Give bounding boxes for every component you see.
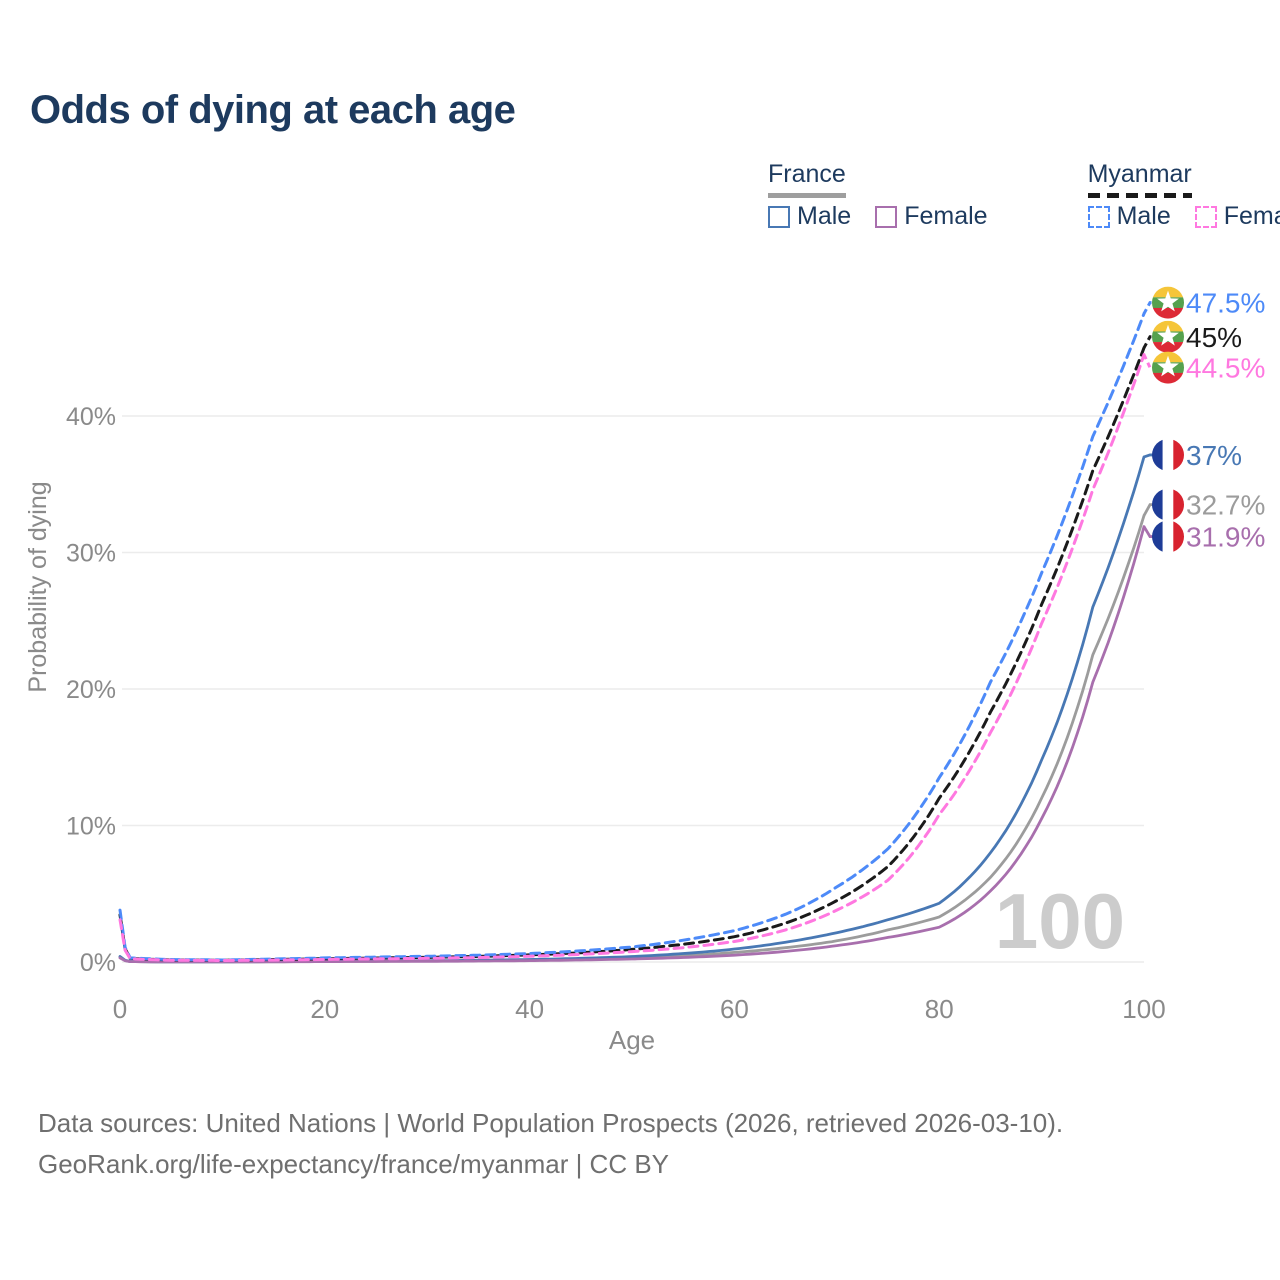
legend-item-france-female[interactable]: Female: [875, 202, 988, 231]
legend-group-title-france: France: [768, 160, 846, 198]
legend-group-myanmar: Myanmar Male Female: [1087, 160, 1280, 231]
y-tick-label-10%: 10%: [66, 813, 116, 841]
y-tick-label-40%: 40%: [66, 403, 116, 431]
end-value-label-myanmar-male: 47.5%: [1186, 288, 1265, 319]
myanmar-male-swatch-icon: [1087, 205, 1110, 228]
end-value-label-myanmar-both-sexes: 45%: [1186, 322, 1242, 353]
label-connector: [1142, 301, 1157, 315]
end-value-label-myanmar-female: 44.5%: [1186, 353, 1265, 384]
y-tick-label-0%: 0%: [80, 949, 116, 977]
legend-item-myanmar-male[interactable]: Male: [1087, 202, 1171, 231]
x-tick-label-40: 40: [515, 994, 544, 1024]
series-line-myanmar-male: [118, 312, 1146, 962]
france-flag-icon: [1152, 520, 1184, 553]
y-axis-label: Probability of dying: [24, 481, 52, 692]
x-tick-label-80: 80: [925, 994, 954, 1024]
attribution-text: GeoRank.org/life-expectancy/france/myanm…: [38, 1149, 670, 1179]
france-flag-icon: [1152, 488, 1184, 521]
x-tick-label-60: 60: [720, 994, 749, 1024]
legend-group-title-myanmar: Myanmar: [1087, 160, 1192, 198]
france-male-swatch-icon: [768, 205, 790, 228]
y-tick-label-20%: 20%: [66, 676, 116, 704]
series-line-myanmar-both-sexes: [118, 346, 1146, 962]
legend-item-label: Female: [904, 202, 988, 230]
x-tick-label-100: 100: [1122, 994, 1165, 1024]
myanmar-flag-icon: [1152, 286, 1184, 319]
france-female-swatch-icon: [875, 205, 898, 228]
series-line-myanmar-female: [118, 353, 1146, 962]
age-counter-watermark: 100: [995, 877, 1125, 965]
page-title: Odds of dying at each age: [30, 88, 516, 132]
legend-item-label: Female: [1223, 202, 1280, 230]
myanmar-female-swatch-icon: [1194, 205, 1217, 228]
chart-footer: Data sources: United Nations | World Pop…: [38, 1103, 1063, 1185]
myanmar-flag-icon: [1152, 320, 1184, 353]
legend-item-label: Male: [797, 202, 852, 230]
legend-item-label: Male: [1116, 202, 1171, 230]
x-tick-label-20: 20: [310, 994, 339, 1024]
legend-item-france-male[interactable]: Male: [768, 202, 851, 231]
legend: France Male Female Myanmar Male: [768, 160, 1280, 231]
end-value-label-france-female: 31.9%: [1186, 522, 1265, 553]
series-line-france-both-sexes: [118, 514, 1146, 964]
france-flag-icon: [1152, 438, 1184, 471]
end-value-label-france-male: 37%: [1186, 440, 1242, 471]
legend-group-france: France Male Female: [768, 160, 988, 231]
series-line-france-female: [118, 525, 1146, 964]
x-tick-label-0: 0: [113, 994, 127, 1024]
end-value-label-france-both-sexes: 32.7%: [1186, 490, 1265, 521]
label-connector: [1142, 335, 1157, 349]
data-sources-text: Data sources: United Nations | World Pop…: [38, 1108, 1064, 1138]
y-tick-label-30%: 30%: [66, 540, 116, 568]
x-axis-label: Age: [609, 1025, 655, 1055]
myanmar-flag-icon: [1152, 351, 1184, 384]
legend-item-myanmar-female[interactable]: Female: [1194, 202, 1280, 231]
